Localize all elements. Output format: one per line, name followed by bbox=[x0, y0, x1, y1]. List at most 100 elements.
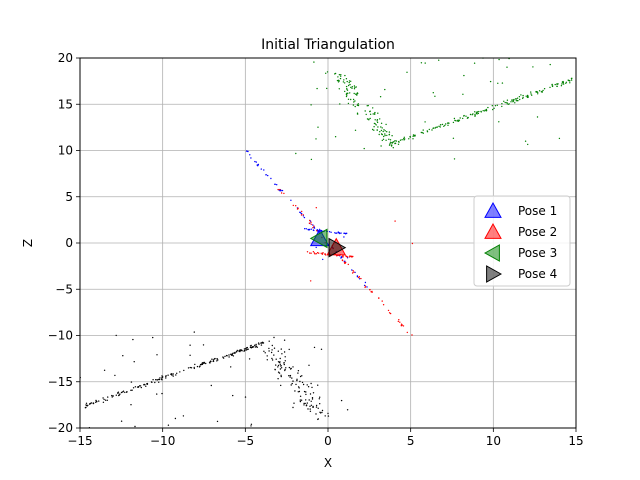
data-point bbox=[318, 252, 320, 254]
data-point bbox=[383, 135, 385, 138]
data-point bbox=[132, 387, 135, 389]
data-point bbox=[293, 402, 295, 404]
y-tick-label: 20 bbox=[58, 51, 73, 65]
data-point bbox=[438, 125, 440, 128]
data-point bbox=[179, 371, 181, 373]
data-point bbox=[380, 122, 383, 125]
data-point bbox=[343, 236, 345, 238]
data-point bbox=[120, 420, 123, 422]
data-point bbox=[519, 98, 521, 101]
data-point bbox=[330, 231, 332, 233]
legend-label: Pose 1 bbox=[518, 204, 557, 218]
data-point bbox=[232, 352, 234, 354]
data-point bbox=[255, 161, 257, 163]
data-point bbox=[324, 415, 326, 417]
data-point bbox=[439, 126, 441, 128]
data-point bbox=[487, 106, 489, 109]
data-point bbox=[209, 362, 211, 364]
data-point bbox=[364, 110, 366, 112]
data-point bbox=[156, 393, 158, 395]
data-point bbox=[299, 399, 301, 401]
data-point bbox=[308, 364, 310, 366]
data-point bbox=[315, 207, 317, 209]
data-point bbox=[542, 89, 544, 92]
data-point bbox=[477, 112, 480, 115]
data-point bbox=[342, 81, 345, 83]
data-point bbox=[570, 79, 573, 81]
data-point bbox=[342, 256, 344, 258]
data-point bbox=[309, 405, 311, 407]
data-point bbox=[253, 344, 256, 346]
data-point bbox=[300, 214, 303, 216]
data-point bbox=[452, 121, 455, 124]
data-point bbox=[232, 394, 234, 397]
data-point bbox=[320, 348, 323, 350]
data-point bbox=[489, 80, 492, 83]
data-point bbox=[346, 88, 348, 90]
data-point bbox=[297, 372, 299, 374]
data-point bbox=[498, 58, 500, 61]
data-point bbox=[280, 348, 282, 350]
data-point bbox=[352, 104, 355, 106]
data-point bbox=[310, 404, 313, 406]
data-point bbox=[252, 346, 255, 348]
data-point bbox=[391, 142, 394, 144]
data-point bbox=[277, 378, 279, 380]
data-point bbox=[95, 401, 97, 403]
data-point bbox=[395, 140, 398, 142]
data-point bbox=[409, 136, 411, 138]
data-point bbox=[310, 158, 313, 161]
data-point bbox=[217, 359, 219, 361]
y-tick-label: 15 bbox=[58, 97, 73, 111]
data-point bbox=[349, 83, 351, 86]
data-point bbox=[306, 251, 309, 253]
data-point bbox=[283, 362, 285, 364]
data-point bbox=[111, 394, 113, 397]
data-point bbox=[279, 368, 282, 370]
data-point bbox=[338, 74, 341, 76]
data-point bbox=[254, 160, 256, 163]
data-point bbox=[522, 96, 524, 99]
data-point bbox=[304, 228, 306, 230]
data-point bbox=[146, 383, 149, 385]
data-point bbox=[388, 312, 391, 314]
data-point bbox=[422, 129, 424, 131]
data-point bbox=[525, 95, 527, 97]
data-point bbox=[145, 385, 147, 387]
data-point bbox=[277, 188, 279, 191]
legend-label: Pose 3 bbox=[518, 246, 557, 260]
data-point bbox=[372, 113, 374, 115]
data-point bbox=[98, 400, 100, 402]
data-point bbox=[311, 398, 314, 400]
data-point bbox=[366, 105, 368, 107]
data-point bbox=[106, 399, 109, 401]
data-point bbox=[321, 411, 323, 414]
data-point bbox=[345, 85, 348, 88]
data-point bbox=[270, 351, 273, 354]
data-point bbox=[222, 357, 225, 359]
data-point bbox=[340, 257, 342, 259]
legend-box bbox=[473, 195, 571, 287]
data-point bbox=[411, 242, 414, 245]
data-point bbox=[308, 222, 311, 224]
data-point bbox=[397, 320, 399, 323]
data-point bbox=[280, 375, 282, 378]
data-point bbox=[241, 350, 243, 352]
data-point bbox=[199, 365, 201, 367]
legend-label: Pose 4 bbox=[518, 267, 557, 281]
data-point bbox=[475, 111, 478, 114]
data-point bbox=[475, 112, 478, 115]
data-point bbox=[233, 352, 235, 354]
data-point bbox=[368, 119, 370, 121]
data-point bbox=[312, 392, 315, 394]
data-point bbox=[352, 255, 354, 258]
data-point bbox=[224, 355, 226, 358]
data-point bbox=[374, 113, 376, 116]
data-point bbox=[366, 286, 368, 288]
data-point bbox=[245, 348, 247, 350]
data-point bbox=[374, 111, 376, 114]
x-tick-label: −15 bbox=[67, 434, 92, 448]
data-point bbox=[363, 147, 365, 150]
data-point bbox=[510, 101, 512, 103]
